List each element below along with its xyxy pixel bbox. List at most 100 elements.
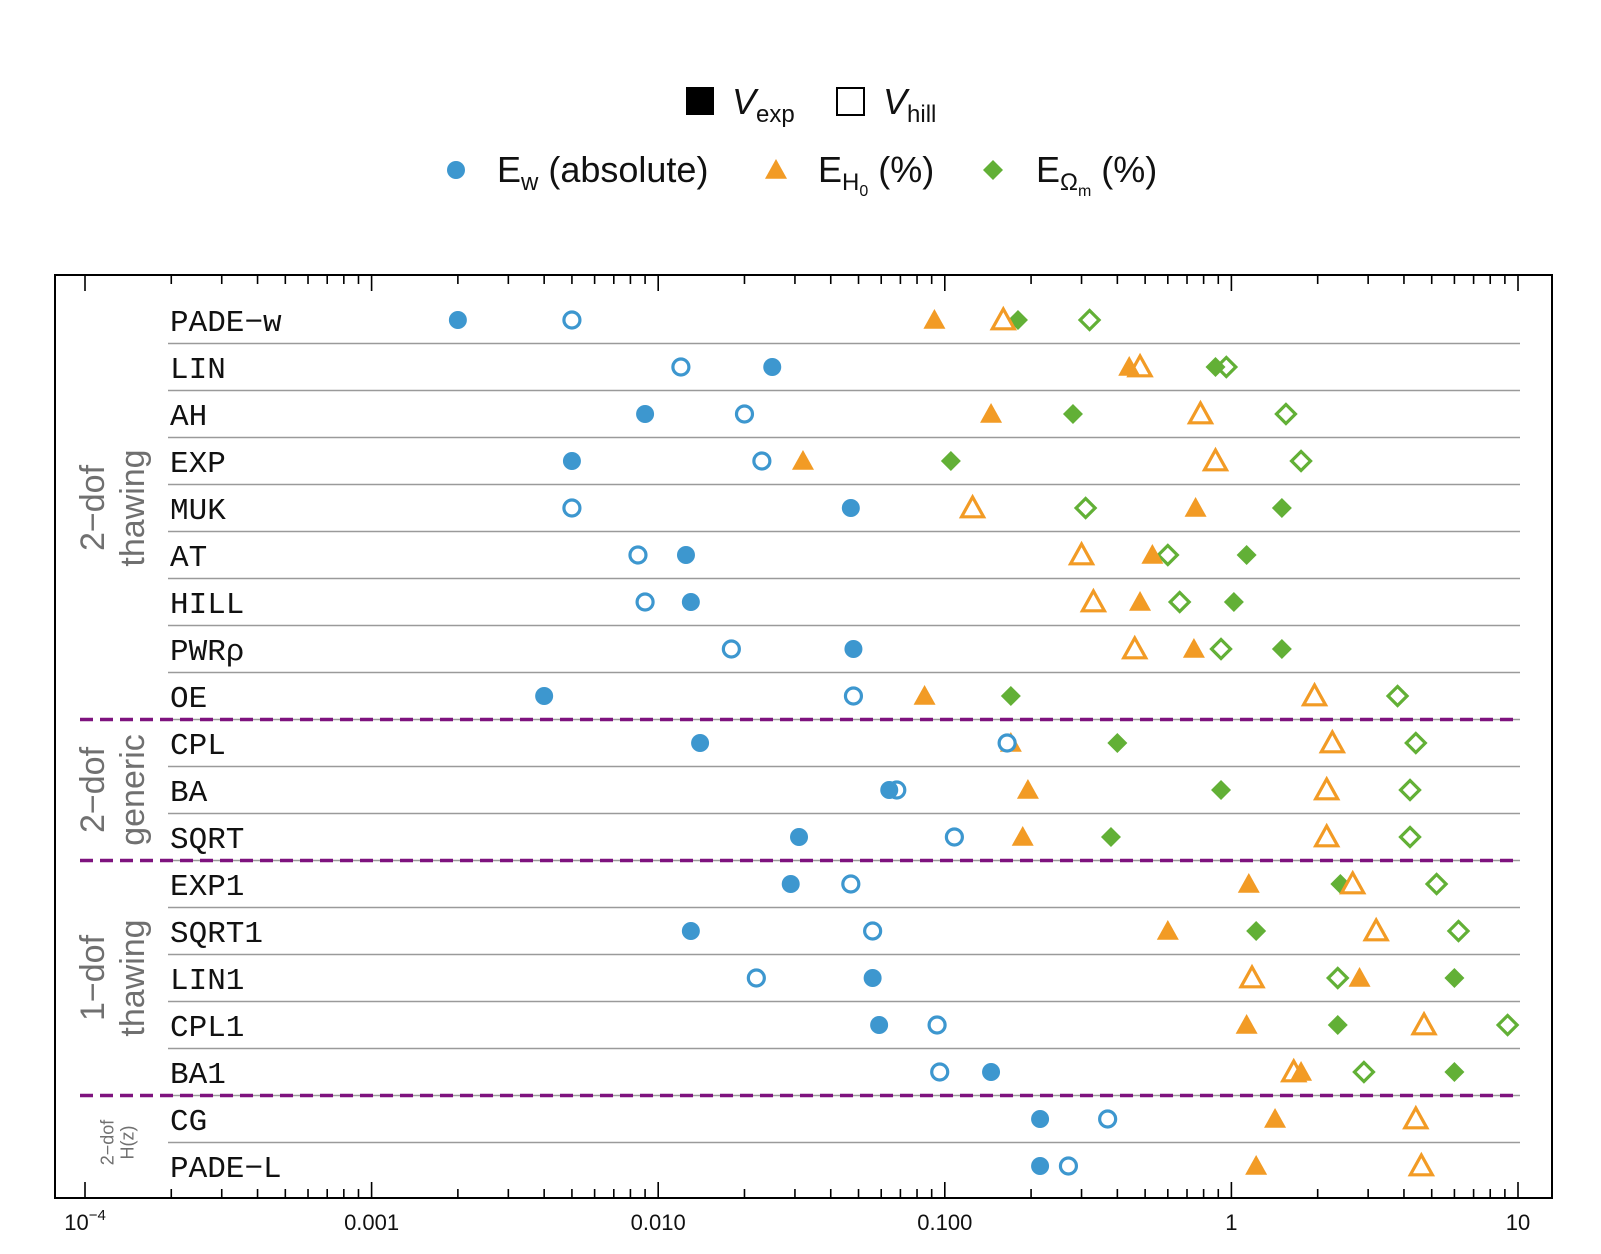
marker-EOm-hill: [1274, 402, 1298, 426]
model-label: BA1: [170, 1058, 226, 1093]
marker-EOm-hill: [1424, 872, 1449, 896]
legend: Vexp Vhill Ew (absolute) EH0 (%) EΩm (%): [447, 81, 1157, 200]
legend-marker-Ew: [447, 161, 465, 179]
model-label: MUK: [170, 494, 226, 529]
model-label: AT: [170, 541, 207, 576]
marker-EOm-exp: [940, 451, 961, 471]
marker-Ew-exp: [844, 640, 863, 658]
marker-EH0-hill: [1410, 1010, 1438, 1036]
model-label: AH: [170, 400, 207, 435]
marker-EH0-exp: [1235, 1014, 1258, 1034]
marker-Ew-hill: [863, 921, 883, 941]
marker-EOm-exp: [1444, 1062, 1465, 1082]
marker-Ew-hill: [930, 1062, 950, 1082]
marker-EOm-exp: [1107, 733, 1128, 753]
plot-frame: [54, 274, 1553, 1199]
model-label: LIN: [170, 353, 226, 388]
group-label: 2−dofH(z): [97, 1119, 137, 1166]
marker-Ew-exp: [448, 311, 467, 329]
marker-Ew-exp: [863, 969, 882, 987]
marker-Ew-exp: [1031, 1157, 1050, 1175]
marker-Ew-exp: [880, 781, 899, 799]
marker-Ew-hill: [562, 498, 582, 518]
marker-EH0-hill: [1312, 775, 1341, 801]
marker-Ew-hill: [944, 827, 964, 847]
legend-label-exp: Vexp: [732, 81, 795, 128]
model-label: PADE−w: [170, 306, 282, 341]
marker-Ew-exp: [535, 687, 554, 705]
marker-Ew-exp: [763, 358, 782, 376]
marker-Ew-exp: [562, 452, 581, 470]
x-tick-labels: 10−4 0.001 0.010 0.100 1 10: [64, 1207, 1530, 1235]
marker-EH0-hill: [1079, 587, 1108, 613]
marker-EH0-exp: [1237, 873, 1260, 893]
marker-EH0-hill: [1362, 916, 1390, 942]
marker-Ew-exp: [982, 1063, 1001, 1081]
legend-label-hill: Vhill: [883, 81, 936, 128]
marker-EH0-exp: [1141, 544, 1164, 564]
marker-EH0-exp: [980, 403, 1003, 423]
marker-EH0-exp: [1245, 1155, 1268, 1175]
marker-EOm-exp: [1271, 639, 1292, 659]
marker-Ew-hill: [997, 733, 1017, 753]
marker-Ew-exp: [676, 546, 695, 564]
marker-EH0-hill: [1407, 1151, 1436, 1177]
legend-label-Ew: Ew (absolute): [497, 149, 708, 196]
marker-Ew-hill: [927, 1015, 947, 1035]
marker-Ew-hill: [843, 686, 864, 706]
marker-EOm-hill: [1404, 731, 1428, 755]
legend-swatch-hill: [836, 87, 865, 116]
marker-EOm-hill: [1289, 449, 1313, 473]
marker-EH0-exp: [1348, 967, 1371, 987]
model-label: HILL: [170, 588, 244, 623]
marker-Ew-hill: [1058, 1156, 1079, 1176]
marker-Ew-hill: [841, 874, 861, 894]
model-label: LIN1: [170, 964, 244, 999]
marker-Ew-hill: [1098, 1109, 1118, 1129]
model-label: SQRT: [170, 823, 244, 858]
marker-EH0-hill: [1402, 1104, 1430, 1130]
marker-EH0-exp: [1290, 1061, 1313, 1081]
marker-EOm-hill: [1325, 966, 1350, 990]
marker-EOm-hill: [1077, 308, 1102, 332]
marker-EOm-exp: [1444, 968, 1465, 988]
marker-EOm-hill: [1398, 825, 1422, 849]
marker-EOm-hill: [1209, 637, 1233, 661]
marker-Ew-exp: [790, 828, 809, 846]
marker-EH0-exp: [1129, 591, 1152, 611]
marker-EOm-exp: [1223, 592, 1244, 612]
marker-EOm-hill: [1398, 778, 1422, 802]
legend-label-EOm: EΩm (%): [1036, 149, 1157, 200]
marker-Ew-exp: [681, 593, 700, 611]
group-label: 2−dofgeneric: [74, 734, 152, 846]
model-label: CG: [170, 1105, 207, 1140]
marker-EH0-hill: [958, 493, 987, 519]
marker-EH0-hill: [1312, 822, 1341, 848]
marker-Ew-hill: [752, 451, 772, 471]
group-separators: [80, 717, 1520, 1098]
x-tick-label: 1: [1225, 1210, 1237, 1235]
marker-EOm-exp: [1327, 1015, 1348, 1035]
legend-marker-EH0: [765, 159, 787, 179]
data-markers: [448, 305, 1520, 1177]
marker-EOm-exp: [1062, 404, 1083, 424]
marker-EOm-hill: [1167, 590, 1192, 614]
marker-EOm-exp: [1205, 357, 1226, 377]
marker-EH0-exp: [1118, 356, 1141, 376]
model-label: SQRT1: [170, 917, 263, 952]
marker-EH0-exp: [1182, 638, 1205, 658]
group-label: 1−dofthawing: [74, 919, 152, 1036]
group-labels: 2−dofthawing 2−dofgeneric 1−dofthawing 2−do…: [74, 449, 152, 1165]
marker-EOm-exp: [1236, 545, 1257, 565]
model-rows: PADE−w LIN AH EXP MUK AT HILL PWRρ OE CPL BA SQRT EX…: [168, 306, 1520, 1187]
model-label: OE: [170, 682, 207, 717]
legend-swatch-exp: [686, 87, 714, 115]
marker-EOm-hill: [1156, 543, 1180, 567]
marker-EH0-hill: [1186, 399, 1215, 425]
marker-Ew-exp: [1031, 1110, 1050, 1128]
marker-EH0-hill: [1300, 681, 1329, 707]
marker-EOm-exp: [1100, 827, 1121, 847]
group-label: 2−dofthawing: [74, 449, 152, 566]
x-tick-label: 10−4: [64, 1207, 106, 1235]
